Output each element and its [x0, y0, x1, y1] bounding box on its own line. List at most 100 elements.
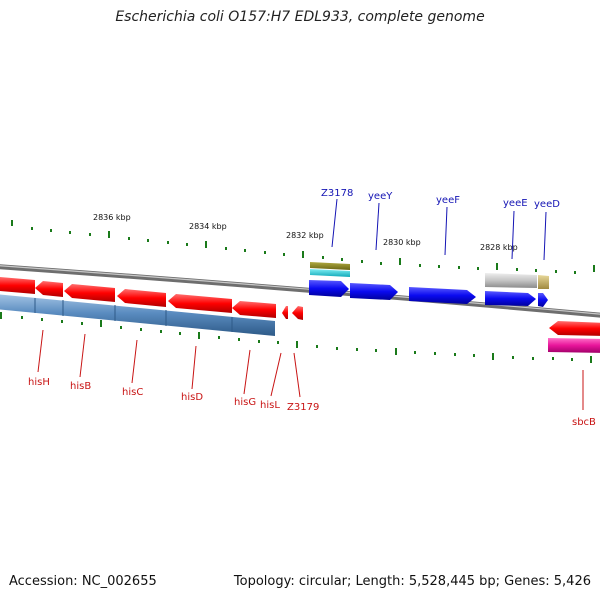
tick-mark: [516, 268, 518, 271]
scale-labels: 2836 kbp 2834 kbp 2832 kbp 2830 kbp 2828…: [93, 213, 518, 252]
tick-mark: [532, 357, 534, 360]
tick-mark: [218, 336, 220, 339]
gene-arrow-hisD[interactable]: [117, 289, 166, 307]
cyan-feature[interactable]: [310, 269, 350, 277]
label-leader: [191, 345, 197, 390]
gene-arrow-hisC[interactable]: [64, 284, 115, 302]
tick-mark: [380, 262, 382, 265]
gene-arrow-hisG[interactable]: [168, 294, 232, 313]
tick-mark: [186, 243, 188, 246]
tick-mark: [473, 354, 475, 357]
tick-mark: [322, 256, 324, 259]
tick-mark: [238, 338, 240, 341]
gene-arrow-Z3178[interactable]: [309, 280, 349, 297]
gene-label-hisB[interactable]: hisB: [70, 381, 91, 392]
reverse-labels: hisH hisB hisC hisD hisG hisL Z3179 sbcB: [28, 329, 596, 428]
gene-arrow-yeeF[interactable]: [409, 287, 476, 304]
label-leader: [375, 202, 380, 251]
label-leader: [444, 206, 448, 256]
scale-label-2832: 2832 kbp: [286, 231, 324, 240]
gene-arrow-Z3179[interactable]: [282, 306, 288, 319]
tick-mark: [140, 328, 142, 331]
gene-label-sbcB[interactable]: sbcB: [572, 417, 596, 428]
tick-mark: [574, 271, 576, 274]
tick-mark: [361, 260, 363, 263]
label-leader: [243, 349, 251, 395]
scale-label-2836: 2836 kbp: [93, 213, 131, 222]
tick-mark: [438, 265, 440, 268]
tick-mark: [277, 341, 279, 344]
label-leader: [511, 210, 515, 260]
forward-labels: Z3178 yeeY yeeF yeeE yeeD: [321, 188, 560, 261]
outer-tick-track: [11, 220, 595, 274]
reverse-gene-track: [0, 277, 600, 336]
tick-mark: [296, 341, 298, 348]
pink-feature-band[interactable]: [548, 338, 600, 353]
tick-mark: [167, 241, 169, 244]
gene-arrow-hisB[interactable]: [35, 281, 63, 297]
gene-label-yeeY[interactable]: yeeY: [368, 191, 393, 202]
gene-arrow-hisH[interactable]: [0, 277, 35, 294]
tick-mark: [496, 263, 498, 270]
olive-feature[interactable]: [310, 262, 350, 270]
tick-mark: [198, 332, 200, 339]
tick-mark: [69, 231, 71, 234]
gene-label-hisC[interactable]: hisC: [122, 387, 143, 398]
tick-mark: [336, 347, 338, 350]
tick-mark: [50, 229, 52, 232]
label-leader: [37, 329, 44, 373]
tick-mark: [477, 267, 479, 270]
tick-mark: [147, 239, 149, 242]
gene-arrow-yeeD[interactable]: [538, 293, 548, 307]
gene-arrow-sbcB[interactable]: [549, 321, 600, 336]
tick-mark: [492, 353, 494, 360]
tick-mark: [31, 227, 33, 230]
genome-backbone: [0, 264, 600, 318]
tan-feature[interactable]: [538, 275, 549, 289]
gene-arrow-hisL-extra[interactable]: [292, 306, 303, 320]
gene-arrow-hisL[interactable]: [232, 301, 276, 318]
tick-mark: [434, 352, 436, 355]
cds-band-1[interactable]: [0, 294, 275, 336]
tick-mark: [316, 345, 318, 348]
gene-label-Z3179[interactable]: Z3179: [287, 402, 319, 413]
scale-label-2834: 2834 kbp: [189, 222, 227, 231]
tick-mark: [225, 247, 227, 250]
tick-mark: [375, 349, 377, 352]
gene-arrow-yeeE[interactable]: [485, 291, 536, 306]
genome-backbone-highlight: [0, 265, 600, 315]
tick-mark: [264, 251, 266, 254]
gene-label-hisH[interactable]: hisH: [28, 377, 50, 388]
tick-mark: [160, 330, 162, 333]
tick-mark: [458, 266, 460, 269]
genome-summary: Topology: circular; Length: 5,528,445 bp…: [233, 574, 591, 589]
inner-tick-track: [0, 312, 592, 363]
tick-mark: [11, 220, 13, 226]
label-leader: [79, 333, 86, 378]
grey-feature[interactable]: [485, 273, 537, 288]
gene-label-yeeF[interactable]: yeeF: [436, 195, 460, 206]
tick-mark: [454, 353, 456, 356]
gene-label-hisD[interactable]: hisD: [181, 392, 203, 403]
forward-gene-track: [309, 280, 548, 307]
tick-mark: [258, 340, 260, 343]
tick-mark: [512, 356, 514, 359]
label-leader: [131, 339, 138, 384]
gene-label-yeeE[interactable]: yeeE: [503, 198, 528, 209]
tick-mark: [593, 265, 595, 272]
label-leader: [293, 352, 301, 398]
gene-label-yeeD[interactable]: yeeD: [534, 199, 560, 210]
tick-mark: [571, 358, 573, 361]
tick-mark: [395, 348, 397, 355]
tick-mark: [356, 348, 358, 351]
tick-mark: [179, 332, 181, 335]
gene-label-hisL[interactable]: hisL: [260, 400, 280, 411]
tick-mark: [21, 316, 23, 319]
label-leader: [270, 352, 282, 397]
scale-label-2830: 2830 kbp: [383, 238, 421, 247]
gene-arrow-yeeY[interactable]: [350, 283, 398, 300]
gene-label-Z3178[interactable]: Z3178: [321, 188, 353, 199]
gene-label-hisG[interactable]: hisG: [234, 397, 256, 408]
